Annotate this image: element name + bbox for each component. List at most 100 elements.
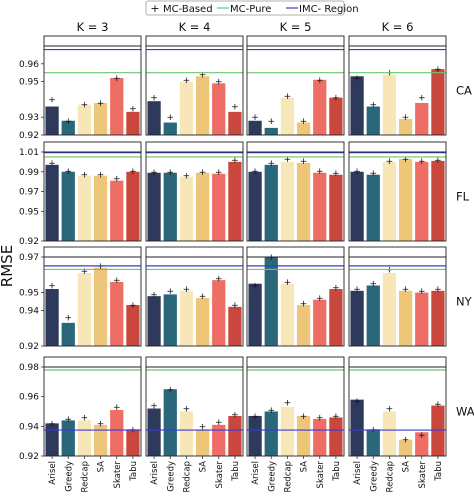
bar: [366, 285, 380, 346]
mc-based-marker: +: [353, 397, 361, 407]
y-tick-label: 0.96: [19, 60, 39, 70]
panel-frame: [43, 366, 142, 457]
bar: [195, 429, 210, 456]
bar: [110, 410, 124, 456]
mc-based-marker: +: [231, 410, 239, 420]
mc-based-marker: +: [434, 156, 442, 166]
panel-frame: [348, 151, 447, 242]
bar: [61, 171, 75, 241]
mc-based-marker: +: [166, 113, 174, 123]
mc-based-marker: +: [267, 117, 275, 127]
mc-based-marker: +: [402, 436, 410, 446]
mc-based-marker: +: [113, 403, 121, 413]
x-tick-label: Skater: [316, 460, 326, 488]
panel-frame: [145, 45, 244, 136]
panel: + + + + + +: [145, 35, 244, 136]
bar: [126, 305, 140, 346]
panel-frame: [43, 45, 142, 136]
legend-label: MC-Pure: [230, 4, 271, 15]
mc-based-marker: +: [332, 169, 340, 179]
bar: [415, 161, 429, 241]
x-tick-label: Skater: [215, 460, 225, 488]
bar: [179, 176, 194, 241]
x-tick-label: Arisel: [353, 461, 363, 485]
mc-based-marker: +: [166, 168, 174, 178]
bar: [350, 290, 364, 346]
y-axis-label: RMSE: [0, 245, 16, 287]
row-labels: CA FL NY WA: [456, 84, 474, 419]
column-header: K = 4: [179, 20, 211, 34]
panel-frame: [145, 151, 244, 242]
panel: + + + + + +: [43, 246, 142, 347]
mc-based-marker: +: [434, 65, 442, 75]
bar: [431, 405, 445, 456]
bar: [45, 289, 59, 346]
bar: [431, 69, 445, 135]
column-header: K = 6: [382, 20, 414, 34]
y-tick-label: 0.96: [19, 393, 39, 403]
mc-based-marker: +: [81, 101, 89, 111]
bar: [126, 171, 140, 241]
row-label: CA: [456, 84, 472, 98]
mc-based-marker: +: [284, 399, 292, 409]
bar: [264, 257, 278, 346]
mc-based-marker: +: [215, 78, 223, 88]
bar: [382, 74, 397, 135]
column-headers: K = 3 K = 4 K = 5 K = 6: [77, 20, 414, 34]
panel-frame: [246, 151, 345, 242]
bar: [212, 83, 226, 135]
x-tick-label: Tabu: [231, 461, 241, 482]
mc-based-marker: +: [251, 167, 259, 177]
bar: [61, 322, 75, 346]
mc-based-marker: +: [129, 104, 137, 114]
bar: [366, 106, 380, 135]
panel-header-strip: [43, 356, 142, 368]
bar: [248, 120, 262, 135]
mc-based-marker: +: [81, 171, 89, 181]
bar: [350, 76, 364, 135]
panel: + + + + + +: [145, 246, 244, 347]
mc-based-marker: +: [150, 168, 158, 178]
mc-based-marker: +: [199, 292, 207, 302]
bar: [382, 161, 397, 241]
bar: [248, 415, 262, 456]
panel-frame: [145, 256, 244, 347]
mc-based-marker: +: [284, 278, 292, 288]
bar: [398, 158, 413, 241]
y-tick-label: 0.98: [19, 363, 39, 373]
panel-header-strip: [43, 141, 142, 153]
bar: [329, 289, 343, 346]
x-tick-label: Tabu: [434, 461, 444, 482]
mc-based-marker: +: [129, 167, 137, 177]
bar: [329, 97, 343, 135]
y-tick-label: 1.01: [19, 148, 39, 158]
bar: [126, 111, 140, 135]
panel-header-strip: [246, 141, 345, 153]
row-label: NY: [456, 295, 473, 309]
mc-based-marker: +: [231, 103, 239, 113]
bar: [366, 429, 380, 456]
row-label: WA: [456, 405, 474, 419]
bar: [280, 97, 295, 135]
mc-based-marker: +: [402, 285, 410, 295]
mc-based-marker: +: [418, 431, 426, 441]
x-tick-label: Redcap: [385, 461, 395, 492]
panel-header-strip: [246, 35, 345, 47]
y-tick-label: 0.92: [19, 131, 39, 141]
mc-based-marker: +: [166, 287, 174, 297]
panel-header-strip: [145, 356, 244, 368]
mc-based-marker: +: [97, 99, 105, 109]
bar: [163, 389, 177, 456]
mc-based-marker: +: [48, 419, 56, 429]
mc-based-marker: +: [215, 418, 223, 428]
mc-based-marker: +: [300, 299, 308, 309]
bar: [398, 290, 413, 346]
bar: [93, 175, 108, 241]
panel-frame: [43, 151, 142, 242]
bar: [366, 174, 380, 241]
bar: [296, 415, 311, 456]
mc-based-marker: +: [113, 276, 121, 286]
bar: [228, 306, 242, 346]
mc-based-marker: +: [267, 253, 275, 263]
column-header: K = 3: [77, 20, 109, 34]
